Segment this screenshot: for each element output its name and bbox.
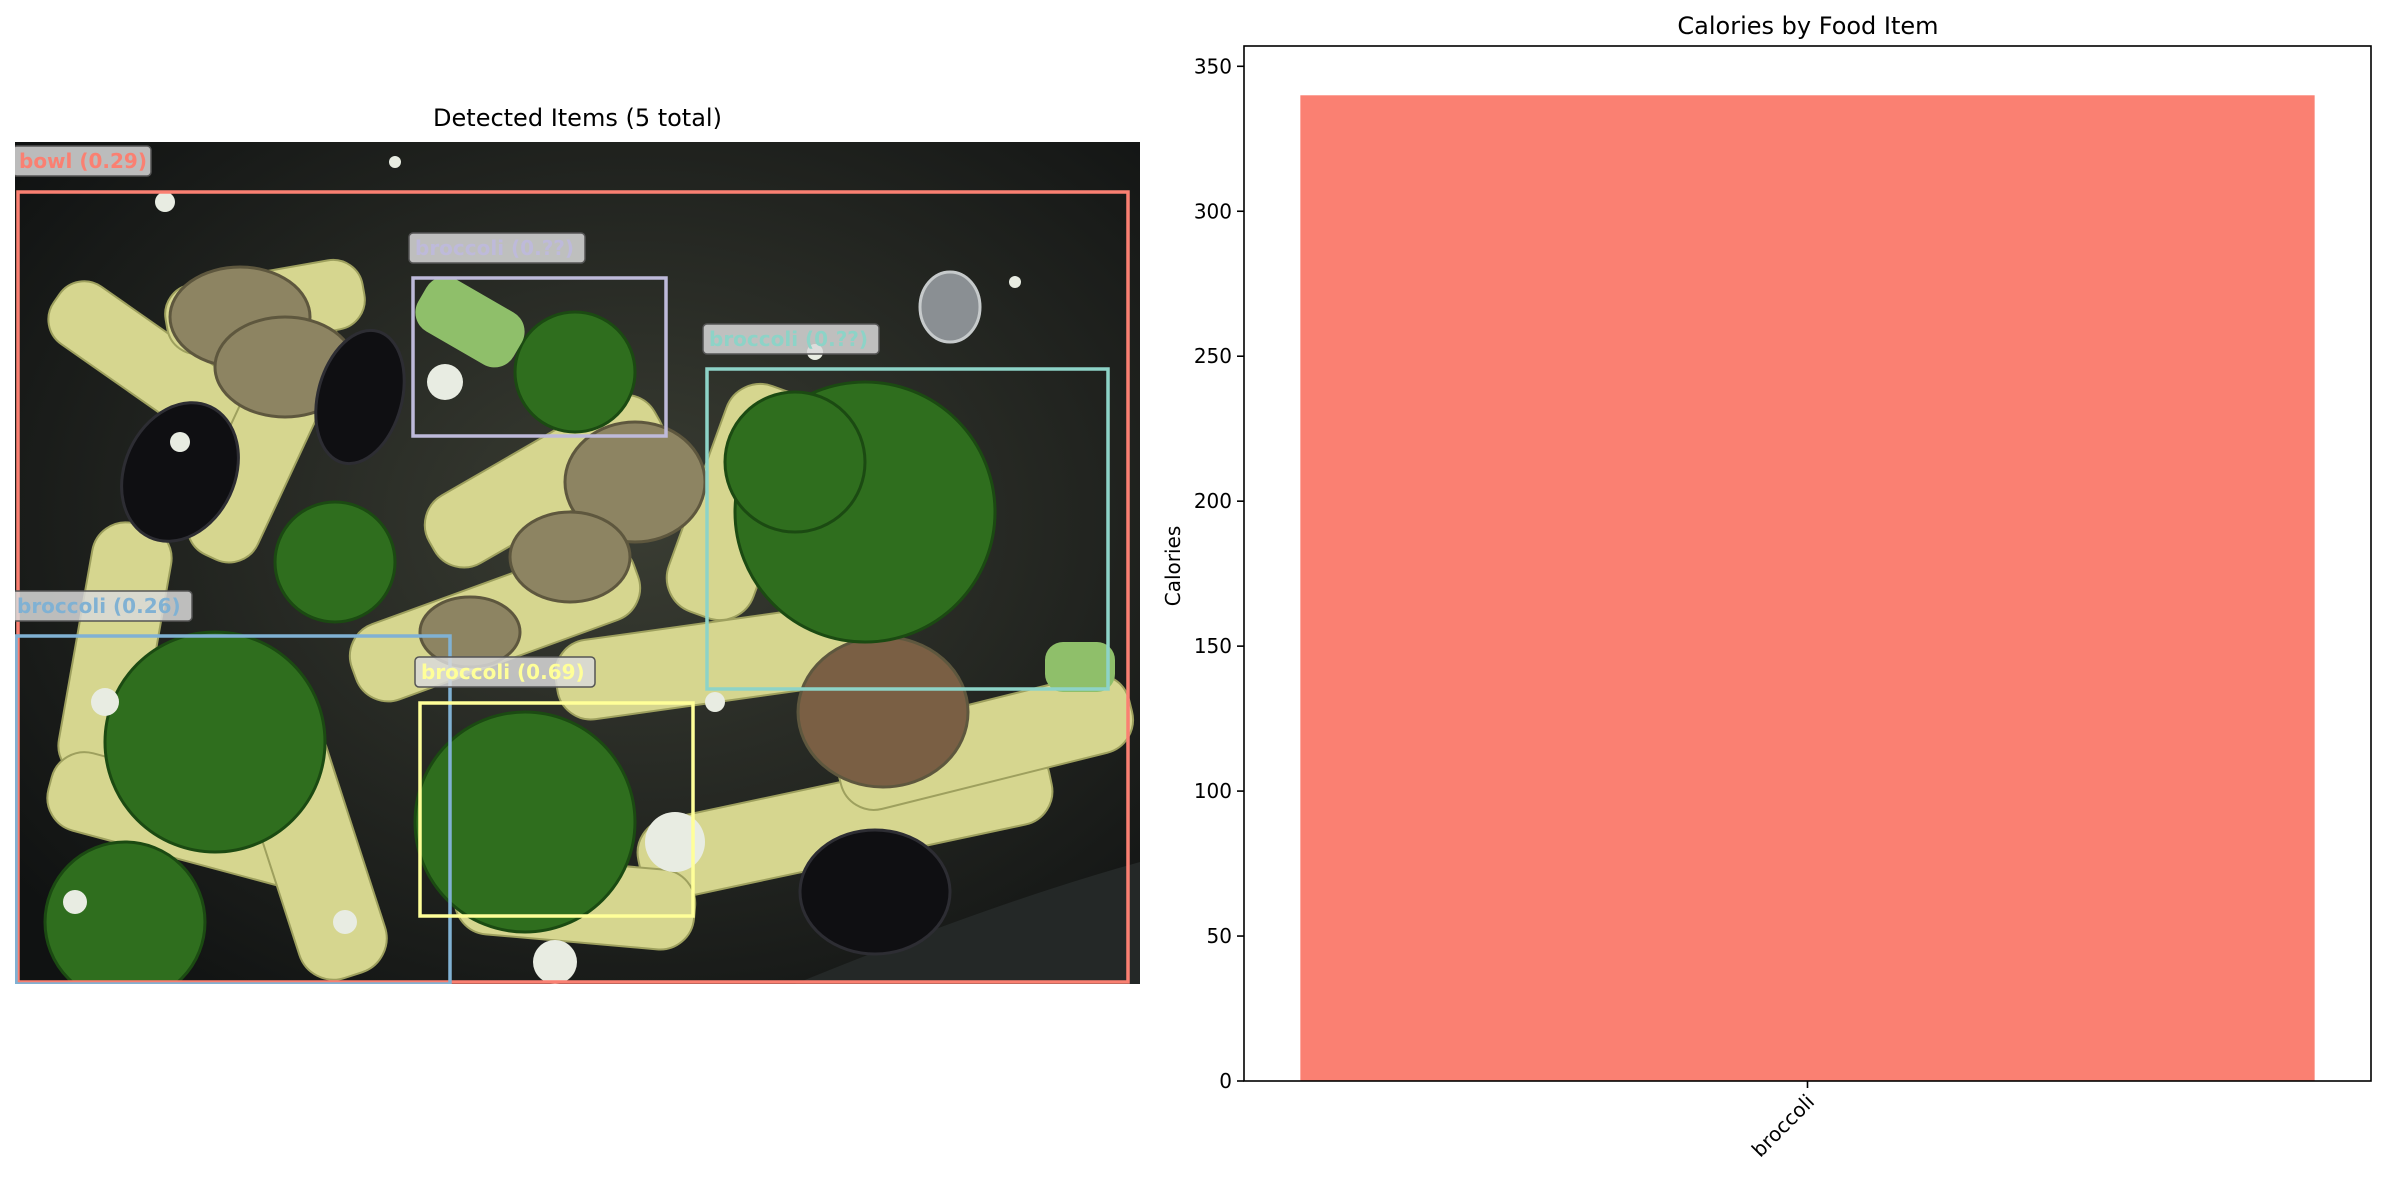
label-broccoli-4: broccoli (0.69) [414,656,596,688]
y-tick-label: 350 [1194,54,1232,78]
food-photo-image: bowl (0.29) broccoli (0.??) broccoli (0.… [15,142,1140,984]
bbox-broccoli-4 [418,701,695,918]
svg-text:broccoli (0.??): broccoli (0.??) [415,236,574,260]
svg-text:broccoli (0.69): broccoli (0.69) [421,660,585,684]
bbox-bowl [16,190,1130,984]
food-photo: bowl (0.29) broccoli (0.??) broccoli (0.… [15,142,1140,984]
svg-text:broccoli (0.??): broccoli (0.??) [709,327,868,351]
photo-panel-title: Detected Items (5 total) [433,104,722,132]
label-broccoli-1: broccoli (0.??) [408,232,586,264]
bar-broccoli [1300,95,2315,1082]
y-axis-label: Calories [1161,526,1185,607]
chart-title: Calories by Food Item [1677,12,1938,40]
label-bowl: bowl (0.29) [15,145,152,177]
y-tick-label: 0 [1219,1069,1232,1093]
y-tick-label: 200 [1194,489,1232,513]
bbox-broccoli-2 [705,367,1110,691]
chart-axes-frame [1243,45,2372,1082]
y-tick-label: 250 [1194,344,1232,368]
y-tick-label: 300 [1194,199,1232,223]
bbox-broccoli-3 [15,634,452,984]
svg-text:broccoli (0.26): broccoli (0.26) [17,594,181,618]
svg-text:bowl (0.29): bowl (0.29) [19,149,147,173]
y-tick-label: 100 [1194,779,1232,803]
bbox-broccoli-1 [411,276,668,438]
label-broccoli-2: broccoli (0.??) [702,323,880,355]
x-tick-label: broccoli [1747,1090,1819,1162]
y-tick-label: 50 [1207,924,1232,948]
y-tick-label: 150 [1194,634,1232,658]
label-broccoli-3: broccoli (0.26) [15,590,193,622]
